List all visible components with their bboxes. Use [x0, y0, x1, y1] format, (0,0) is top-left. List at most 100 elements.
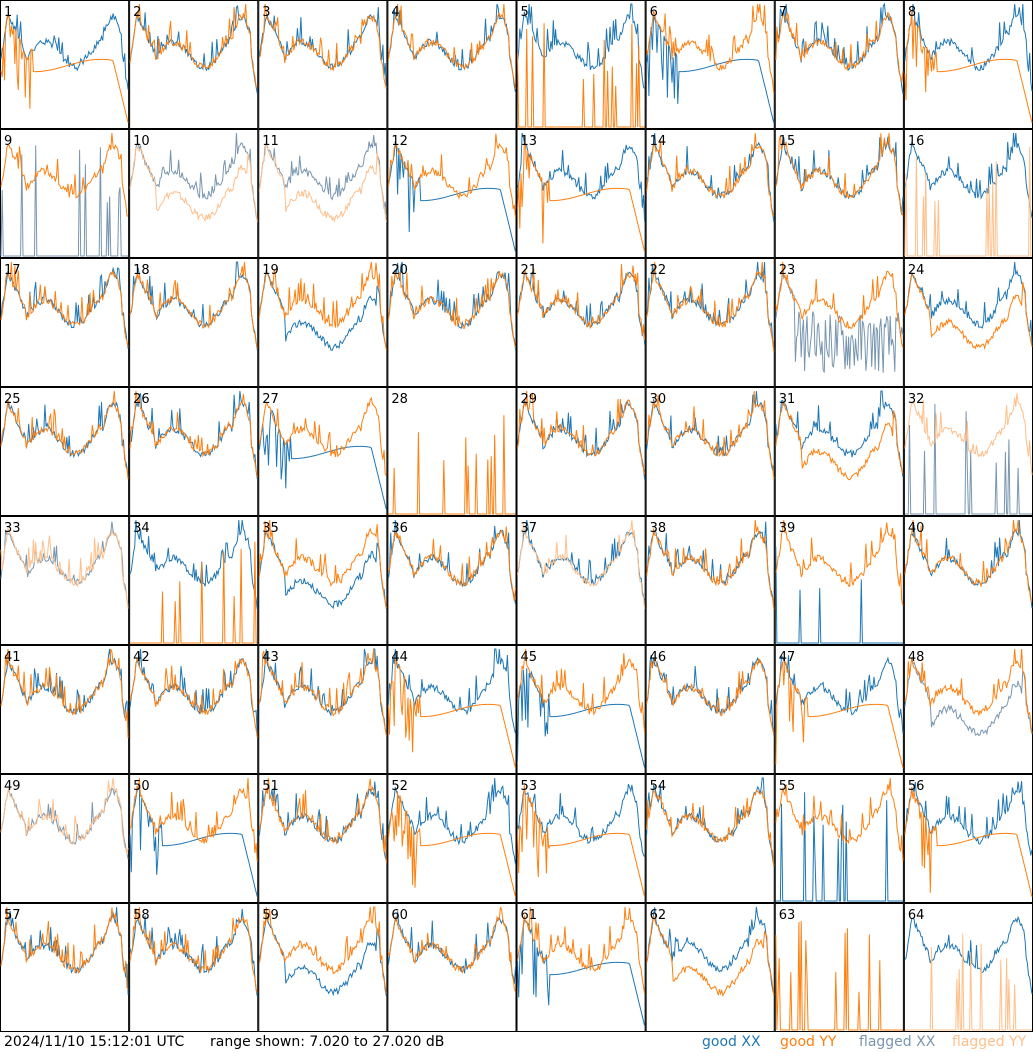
legend-flagged-xx: flagged XX — [859, 1034, 936, 1050]
series-yy-good — [904, 11, 1033, 123]
panel-33: 33 — [0, 516, 130, 645]
series-yy-good — [517, 906, 646, 994]
panel-label: 12 — [391, 134, 408, 149]
panel-label: 29 — [521, 392, 538, 407]
series-xx-flagged — [258, 135, 387, 218]
panel-label: 40 — [908, 521, 925, 536]
panel-9: 9 — [0, 129, 130, 258]
panel-20: 20 — [387, 258, 517, 387]
panel-label: 54 — [650, 779, 667, 794]
series-yy-good — [904, 648, 1033, 734]
series-yy-flagged — [258, 141, 387, 223]
series-xx-good — [129, 519, 258, 610]
panel-56: 56 — [903, 774, 1033, 903]
panel-19: 19 — [258, 258, 388, 387]
panel-label: 27 — [262, 392, 279, 407]
series-yy-good — [775, 11, 904, 82]
panel-frame — [387, 516, 517, 645]
panel-label: 16 — [908, 134, 925, 149]
series-xx-good — [517, 3, 645, 89]
panel-frame — [903, 645, 1033, 774]
panel-16: 16 — [903, 129, 1033, 258]
panel-14: 14 — [645, 129, 775, 258]
panel-label: 14 — [650, 134, 667, 149]
panel-40: 40 — [903, 516, 1033, 645]
panel-frame — [645, 0, 775, 129]
series-yy-good — [0, 132, 129, 217]
panel-29: 29 — [516, 387, 646, 516]
panel-frame — [903, 0, 1033, 129]
legend-good-xx: good XX — [702, 1034, 761, 1050]
panel-label: 26 — [133, 392, 150, 407]
series-yy-flagged — [517, 519, 646, 610]
panel-43: 43 — [258, 645, 388, 774]
series-yy-good — [775, 401, 904, 481]
series-yy-good — [258, 3, 387, 89]
series-xx-flagged — [904, 403, 1032, 515]
series-yy-good — [775, 132, 904, 216]
panel-frame — [387, 0, 517, 129]
panel-36: 36 — [387, 516, 517, 645]
series-yy-good — [904, 787, 1033, 897]
panel-21: 21 — [516, 258, 646, 387]
series-yy-good — [517, 390, 646, 475]
series-yy-good — [387, 526, 516, 602]
panel-frame — [258, 516, 388, 645]
panel-label: 55 — [779, 779, 796, 794]
panel-34: 34 — [129, 516, 259, 645]
series-yy-good — [258, 648, 387, 736]
series-xx-good — [775, 792, 903, 902]
panel-37: 37 — [516, 516, 646, 645]
panel-55: 55 — [774, 774, 904, 903]
panel-label: 7 — [779, 5, 787, 20]
panel-7: 7 — [774, 0, 904, 129]
panel-13: 13 — [516, 129, 646, 258]
panel-label: 23 — [779, 263, 796, 278]
series-yy-flagged — [0, 526, 129, 609]
panel-11: 11 — [258, 129, 388, 258]
series-yy-good — [904, 273, 1033, 351]
panel-57: 57 — [0, 903, 130, 1032]
panel-18: 18 — [129, 258, 259, 387]
series-yy-good — [388, 415, 516, 515]
panel-50: 50 — [129, 774, 259, 903]
panel-3: 3 — [258, 0, 388, 129]
panel-label: 44 — [391, 650, 408, 665]
panel-frame — [129, 258, 259, 387]
series-yy-flagged — [904, 146, 1032, 257]
panel-59: 59 — [258, 903, 388, 1032]
series-xx-good — [904, 915, 1033, 995]
series-yy-good — [646, 915, 775, 997]
series-yy-good — [775, 777, 904, 861]
legend-flagged-yy: flagged YY — [952, 1034, 1027, 1050]
legend-good-yy: good YY — [780, 1034, 837, 1050]
panel-frame — [774, 258, 904, 387]
panel-label: 15 — [779, 134, 796, 149]
panel-label: 32 — [908, 392, 925, 407]
panel-35: 35 — [258, 516, 388, 645]
panel-label: 25 — [4, 392, 21, 407]
panel-44: 44 — [387, 645, 517, 774]
series-xx-good — [258, 530, 387, 610]
panel-label: 45 — [521, 650, 538, 665]
panel-frame — [645, 903, 775, 1032]
panel-frame — [903, 258, 1033, 387]
series-yy-good — [258, 777, 387, 864]
panel-label: 2 — [133, 5, 141, 20]
series-xx-flagged — [775, 271, 904, 373]
panel-label: 37 — [521, 521, 538, 536]
panel-label: 18 — [133, 263, 150, 278]
series-yy-good — [387, 657, 516, 768]
panel-label: 34 — [133, 521, 150, 536]
panel-label: 4 — [391, 5, 399, 20]
panel-frame — [258, 258, 388, 387]
panel-32: 32 — [903, 387, 1033, 516]
series-yy-good — [646, 3, 775, 94]
panel-frame — [129, 774, 259, 903]
series-yy-good — [775, 261, 904, 348]
panel-49: 49 — [0, 774, 130, 903]
panel-label: 41 — [4, 650, 21, 665]
panel-25: 25 — [0, 387, 130, 516]
footer-bar: 2024/11/10 15:12:01 UTC range shown: 7.0… — [0, 1032, 1033, 1053]
